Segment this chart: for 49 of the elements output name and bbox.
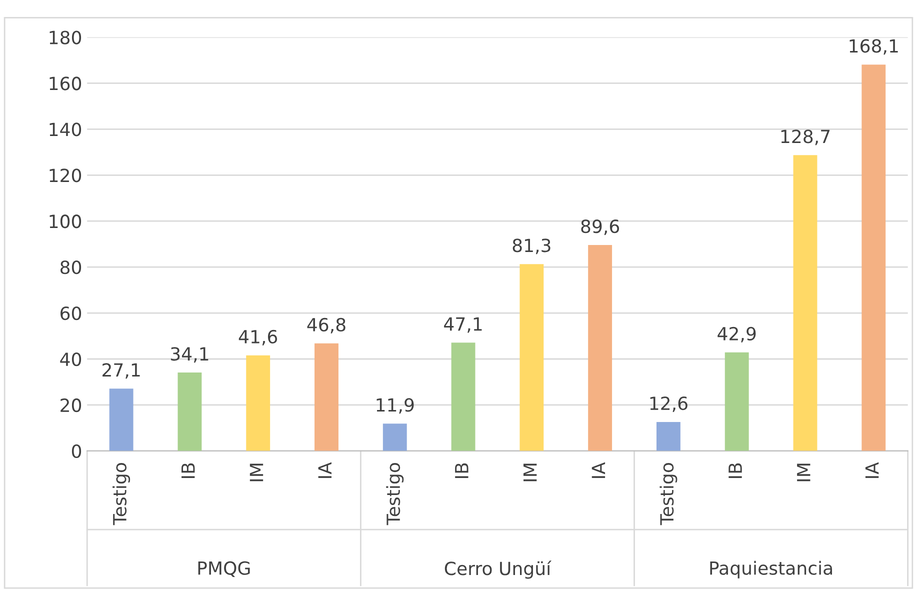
data-label: 168,1 (850, 39, 898, 55)
y-tick-label: 100 (50, 214, 82, 228)
bar (382, 424, 407, 451)
data-label: 34,1 (170, 347, 208, 363)
y-tick-label: 80 (60, 260, 82, 274)
y-tick-label: 0 (72, 444, 82, 458)
data-label: 89,6 (581, 220, 620, 236)
data-label: 128,7 (781, 130, 830, 146)
x-tick-label: Testigo (112, 463, 130, 526)
y-tick-label: 120 (50, 168, 82, 182)
x-tick-label: IA (318, 462, 332, 478)
bar (246, 355, 270, 451)
y-tick-label: 40 (60, 352, 82, 366)
y-tick-label: 60 (60, 306, 82, 320)
text: Paquiestancia (710, 560, 832, 578)
x-tick-label: IM (797, 464, 810, 482)
x-tick-label: IB (455, 463, 468, 478)
data-label: 81,3 (512, 238, 550, 254)
data-label: 46,8 (307, 318, 346, 334)
x-tick-label: IM (523, 464, 537, 482)
data-label: 27,1 (102, 363, 140, 379)
bar (178, 372, 202, 451)
data-label: 12,6 (650, 396, 688, 412)
data-label: 42,9 (718, 326, 756, 342)
x-tick-label: IA (592, 462, 606, 478)
bar (793, 155, 818, 451)
x-tick-label: IA (865, 462, 879, 478)
bar (724, 352, 749, 451)
bar (109, 388, 134, 451)
data-label: 41,6 (238, 330, 278, 346)
bar (520, 264, 544, 451)
x-tick-label: IB (182, 463, 195, 478)
data-label: 11,9 (376, 398, 414, 414)
x-tick-label: Testigo (386, 463, 404, 526)
y-tick-label: 160 (50, 76, 82, 90)
y-tick-label: 180 (50, 30, 82, 44)
bar (588, 245, 612, 451)
data-label: 47,1 (444, 317, 482, 333)
text: PMQG (198, 561, 250, 577)
y-tick-label: 20 (60, 398, 82, 412)
bar (314, 343, 338, 451)
x-tick-label: IM (250, 464, 264, 482)
bar (862, 64, 886, 451)
x-tick-label: IB (728, 463, 742, 478)
bar (656, 422, 680, 451)
x-tick-label: Testigo (660, 463, 678, 526)
bar (451, 342, 476, 451)
y-tick-label: 140 (50, 122, 82, 136)
text: Cerro Ungüí (444, 560, 552, 579)
